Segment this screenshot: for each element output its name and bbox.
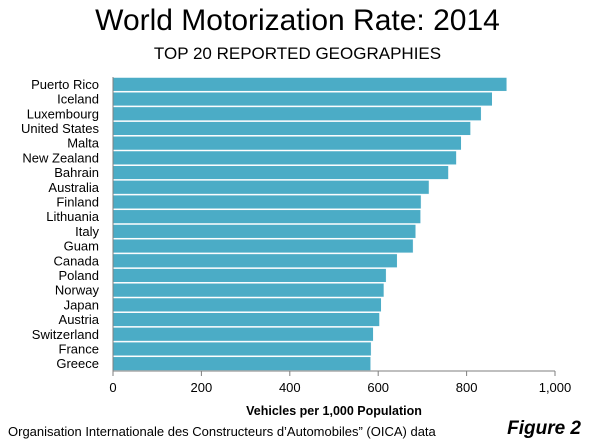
- bar: [112, 91, 493, 107]
- bar: [112, 136, 462, 151]
- figure-label: Figure 2: [507, 418, 581, 439]
- category-label: Finland: [56, 194, 99, 209]
- category-label: Guam: [64, 239, 99, 254]
- x-tick-label: 400: [279, 380, 301, 395]
- category-label: Malta: [67, 136, 100, 151]
- bar: [112, 341, 372, 357]
- x-tick-label: 600: [367, 380, 389, 395]
- source-note: Organisation Internationale des Construc…: [8, 424, 436, 439]
- category-label: New Zealand: [22, 150, 99, 165]
- chart-title: World Motorization Rate: 2014: [95, 4, 500, 37]
- category-label: Puerto Rico: [31, 77, 99, 92]
- category-label: Greece: [56, 356, 99, 371]
- x-tick-label: 1,000: [539, 380, 572, 395]
- category-label: Iceland: [57, 92, 99, 107]
- bar: [112, 238, 414, 254]
- category-label: Austria: [59, 312, 100, 327]
- bar: [112, 297, 382, 312]
- bar: [112, 150, 457, 165]
- bar: [112, 165, 449, 180]
- x-tick-label: 200: [191, 380, 213, 395]
- bar: [112, 194, 422, 210]
- category-label: Lithuania: [46, 209, 100, 224]
- category-label: Switzerland: [32, 327, 99, 342]
- category-label: France: [59, 341, 99, 356]
- bar: [112, 327, 374, 342]
- bar: [112, 312, 380, 327]
- category-label: Poland: [59, 268, 99, 283]
- bar: [112, 268, 387, 283]
- category-label: Japan: [64, 297, 99, 312]
- bar: [112, 106, 482, 121]
- category-label: United States: [21, 121, 100, 136]
- category-label: Bahrain: [54, 165, 99, 180]
- x-axis-title: Vehicles per 1,000 Population: [246, 404, 422, 418]
- chart-subtitle: TOP 20 REPORTED GEOGRAPHIES: [153, 44, 442, 63]
- bar: [112, 77, 508, 92]
- x-tick-label: 0: [109, 380, 116, 395]
- bar: [112, 224, 417, 239]
- category-label: Italy: [75, 224, 99, 239]
- category-label: Luxembourg: [27, 106, 99, 121]
- x-tick-label: 800: [456, 380, 478, 395]
- category-label: Australia: [48, 180, 99, 195]
- category-label: Canada: [53, 253, 99, 268]
- bar: [112, 356, 371, 371]
- bar: [112, 121, 471, 136]
- category-label: Norway: [55, 283, 100, 298]
- bar: [112, 283, 385, 298]
- bar: [112, 253, 398, 268]
- bar: [112, 180, 430, 195]
- bar: [112, 209, 421, 224]
